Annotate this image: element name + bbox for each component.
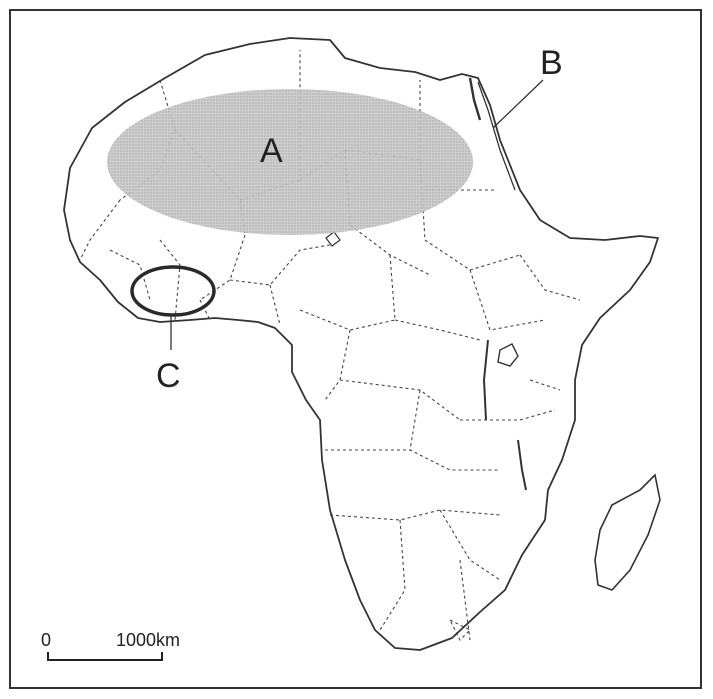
label-b-leader: [492, 79, 544, 129]
scale-bar: 0 1000km: [41, 630, 180, 661]
lake-chad: [325, 231, 341, 247]
nile-line: [468, 77, 482, 121]
region-c-outline: [130, 265, 216, 317]
lake-tanganyika: [482, 339, 489, 421]
red-sea-line: [477, 81, 516, 191]
madagascar-outline: [594, 473, 661, 591]
label-b: B: [540, 44, 563, 82]
label-a: A: [260, 132, 283, 170]
scale-start-label: 0: [41, 630, 51, 650]
lake-malawi: [517, 439, 527, 491]
label-c: C: [156, 357, 181, 395]
scale-end-label: 1000km: [116, 630, 180, 650]
region-a-sahara: [107, 89, 473, 235]
lake-victoria: [497, 343, 519, 367]
